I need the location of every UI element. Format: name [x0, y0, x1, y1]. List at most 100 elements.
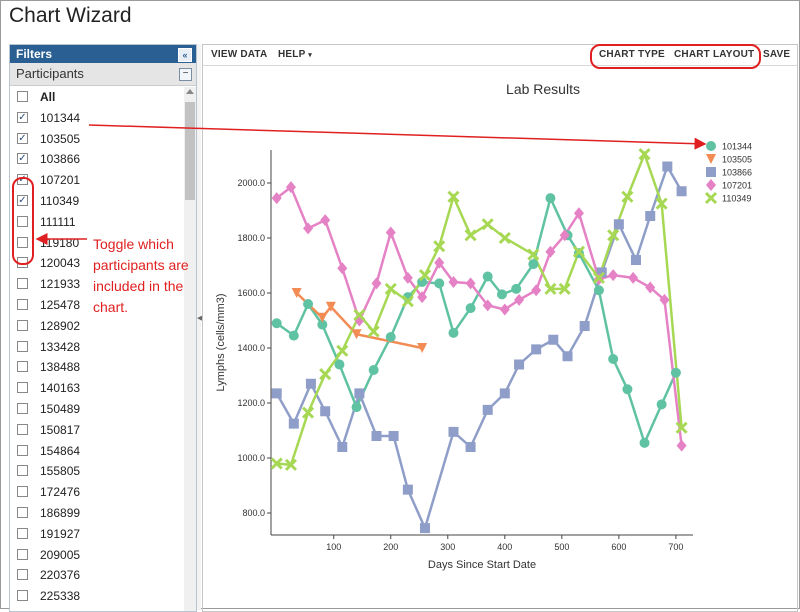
participant-row[interactable]: 154864 [10, 441, 182, 462]
participant-row[interactable]: 220376 [10, 565, 182, 586]
data-point-103866 [388, 431, 399, 441]
participant-checkbox[interactable] [17, 423, 28, 435]
participant-checkbox[interactable] [17, 444, 28, 456]
participant-label: All [40, 90, 56, 104]
data-point-110349 [675, 421, 688, 434]
participants-label: Participants [16, 66, 84, 81]
panel-splitter[interactable]: ◀ [197, 44, 203, 610]
participant-checkbox[interactable] [17, 465, 28, 477]
collapse-panel-icon[interactable]: « [178, 48, 192, 62]
participant-checkbox[interactable]: ✓ [17, 194, 28, 206]
participant-label: 111111 [40, 214, 76, 229]
participant-row[interactable]: 111111 [10, 212, 182, 233]
participants-header: Participants − [10, 63, 196, 86]
data-point-101344 [303, 299, 314, 309]
data-point-103866 [514, 359, 525, 370]
scroll-thumb[interactable] [185, 102, 195, 200]
participant-row[interactable]: 150489 [10, 399, 182, 420]
participant-row[interactable]: ✓ 101344 [10, 108, 182, 129]
participant-checkbox[interactable] [17, 215, 28, 227]
data-point-101344 [482, 271, 493, 282]
participant-checkbox[interactable] [17, 527, 28, 539]
participant-checkbox[interactable] [17, 506, 28, 518]
participant-row[interactable]: 138488 [10, 357, 182, 378]
y-tick-label: 800.0 [242, 508, 265, 518]
participant-checkbox[interactable] [17, 278, 28, 290]
participant-checkbox[interactable] [17, 236, 28, 248]
participant-checkbox[interactable] [17, 91, 28, 102]
participant-checkbox[interactable] [17, 569, 28, 581]
participant-checkbox[interactable]: ✓ [17, 132, 28, 144]
data-point-103505 [417, 343, 428, 353]
legend-label-103505: 103505 [722, 155, 752, 165]
participant-checkbox[interactable]: ✓ [17, 153, 28, 165]
data-point-103866 [337, 442, 348, 452]
participant-label: 110349 [40, 193, 80, 208]
participant-row[interactable]: All [10, 87, 182, 108]
participant-row[interactable]: 191927 [10, 524, 182, 545]
participant-checkbox[interactable] [17, 340, 28, 352]
participant-row[interactable]: 225338 [10, 586, 182, 607]
participant-row[interactable]: 155805 [10, 461, 182, 482]
participant-row[interactable]: 209005 [10, 545, 182, 566]
chart-title: Lab Results [506, 81, 580, 97]
scroll-up-icon[interactable] [186, 89, 194, 94]
participant-row[interactable]: 150817 [10, 420, 182, 441]
splitter-arrow-icon[interactable]: ◀ [197, 315, 203, 322]
view-data-button[interactable]: VIEW DATA [211, 49, 268, 60]
data-point-110349 [270, 457, 283, 470]
participant-checkbox[interactable]: ✓ [17, 111, 28, 123]
data-point-103505 [325, 301, 336, 312]
data-point-107201 [676, 439, 687, 452]
participant-row[interactable]: 172476 [10, 482, 182, 503]
participant-label: 107201 [40, 173, 81, 188]
data-point-103866 [354, 388, 365, 399]
participant-checkbox[interactable] [17, 486, 28, 498]
participant-row[interactable]: ✓ 103866 [10, 149, 182, 170]
participant-checkbox[interactable] [17, 590, 28, 602]
data-point-107201 [448, 276, 459, 288]
scrollbar[interactable] [184, 87, 196, 611]
participant-row[interactable]: 186899 [10, 503, 182, 524]
data-point-101344 [465, 303, 476, 314]
help-menu-button[interactable]: HELP ▾ [278, 49, 312, 60]
data-point-103505 [351, 329, 362, 340]
chart-type-button[interactable]: CHART TYPE [599, 49, 665, 60]
data-point-110349 [464, 229, 477, 242]
participant-row[interactable]: ✓ 103505 [10, 129, 182, 150]
participant-row[interactable]: 121933 [10, 274, 182, 295]
data-point-101344 [351, 402, 362, 413]
save-button[interactable]: SAVE [763, 49, 791, 60]
collapse-section-icon[interactable]: − [179, 68, 192, 81]
participant-checkbox[interactable] [17, 382, 28, 394]
data-point-103866 [419, 523, 430, 534]
data-point-110349 [655, 197, 668, 210]
participant-checkbox[interactable] [17, 402, 28, 414]
data-point-101344 [271, 318, 282, 329]
participant-checkbox[interactable] [17, 361, 28, 373]
data-point-103505 [291, 288, 302, 298]
participant-row[interactable]: 133428 [10, 337, 182, 358]
data-point-110349 [284, 458, 298, 471]
participant-checkbox[interactable] [17, 319, 28, 331]
y-axis-label: Lymphs (cells/mm3) [215, 294, 227, 392]
participant-label: 103866 [40, 152, 81, 167]
data-point-110349 [367, 325, 380, 338]
data-point-107201 [303, 222, 314, 235]
participant-checkbox[interactable] [17, 548, 28, 560]
data-point-103866 [320, 406, 331, 417]
participant-row[interactable]: 125478 [10, 295, 182, 316]
participant-row[interactable]: ✓ 107201 [10, 170, 182, 191]
participant-row[interactable]: 128902 [10, 316, 182, 337]
filter-panel: Filters « Participants − All ✓ 101344 ✓ 1035… [9, 44, 197, 612]
data-point-107201 [499, 303, 510, 316]
data-point-101344 [448, 327, 459, 338]
participant-row[interactable]: ✓ 110349 [10, 191, 182, 212]
participant-row[interactable]: 140163 [10, 378, 182, 399]
data-point-107201 [402, 271, 413, 284]
data-point-103866 [548, 334, 559, 345]
page-title: Chart Wizard [9, 4, 132, 27]
chart-layout-button[interactable]: CHART LAYOUT [674, 49, 755, 60]
participant-checkbox[interactable] [17, 298, 28, 310]
x-tick-label: 100 [326, 542, 341, 552]
